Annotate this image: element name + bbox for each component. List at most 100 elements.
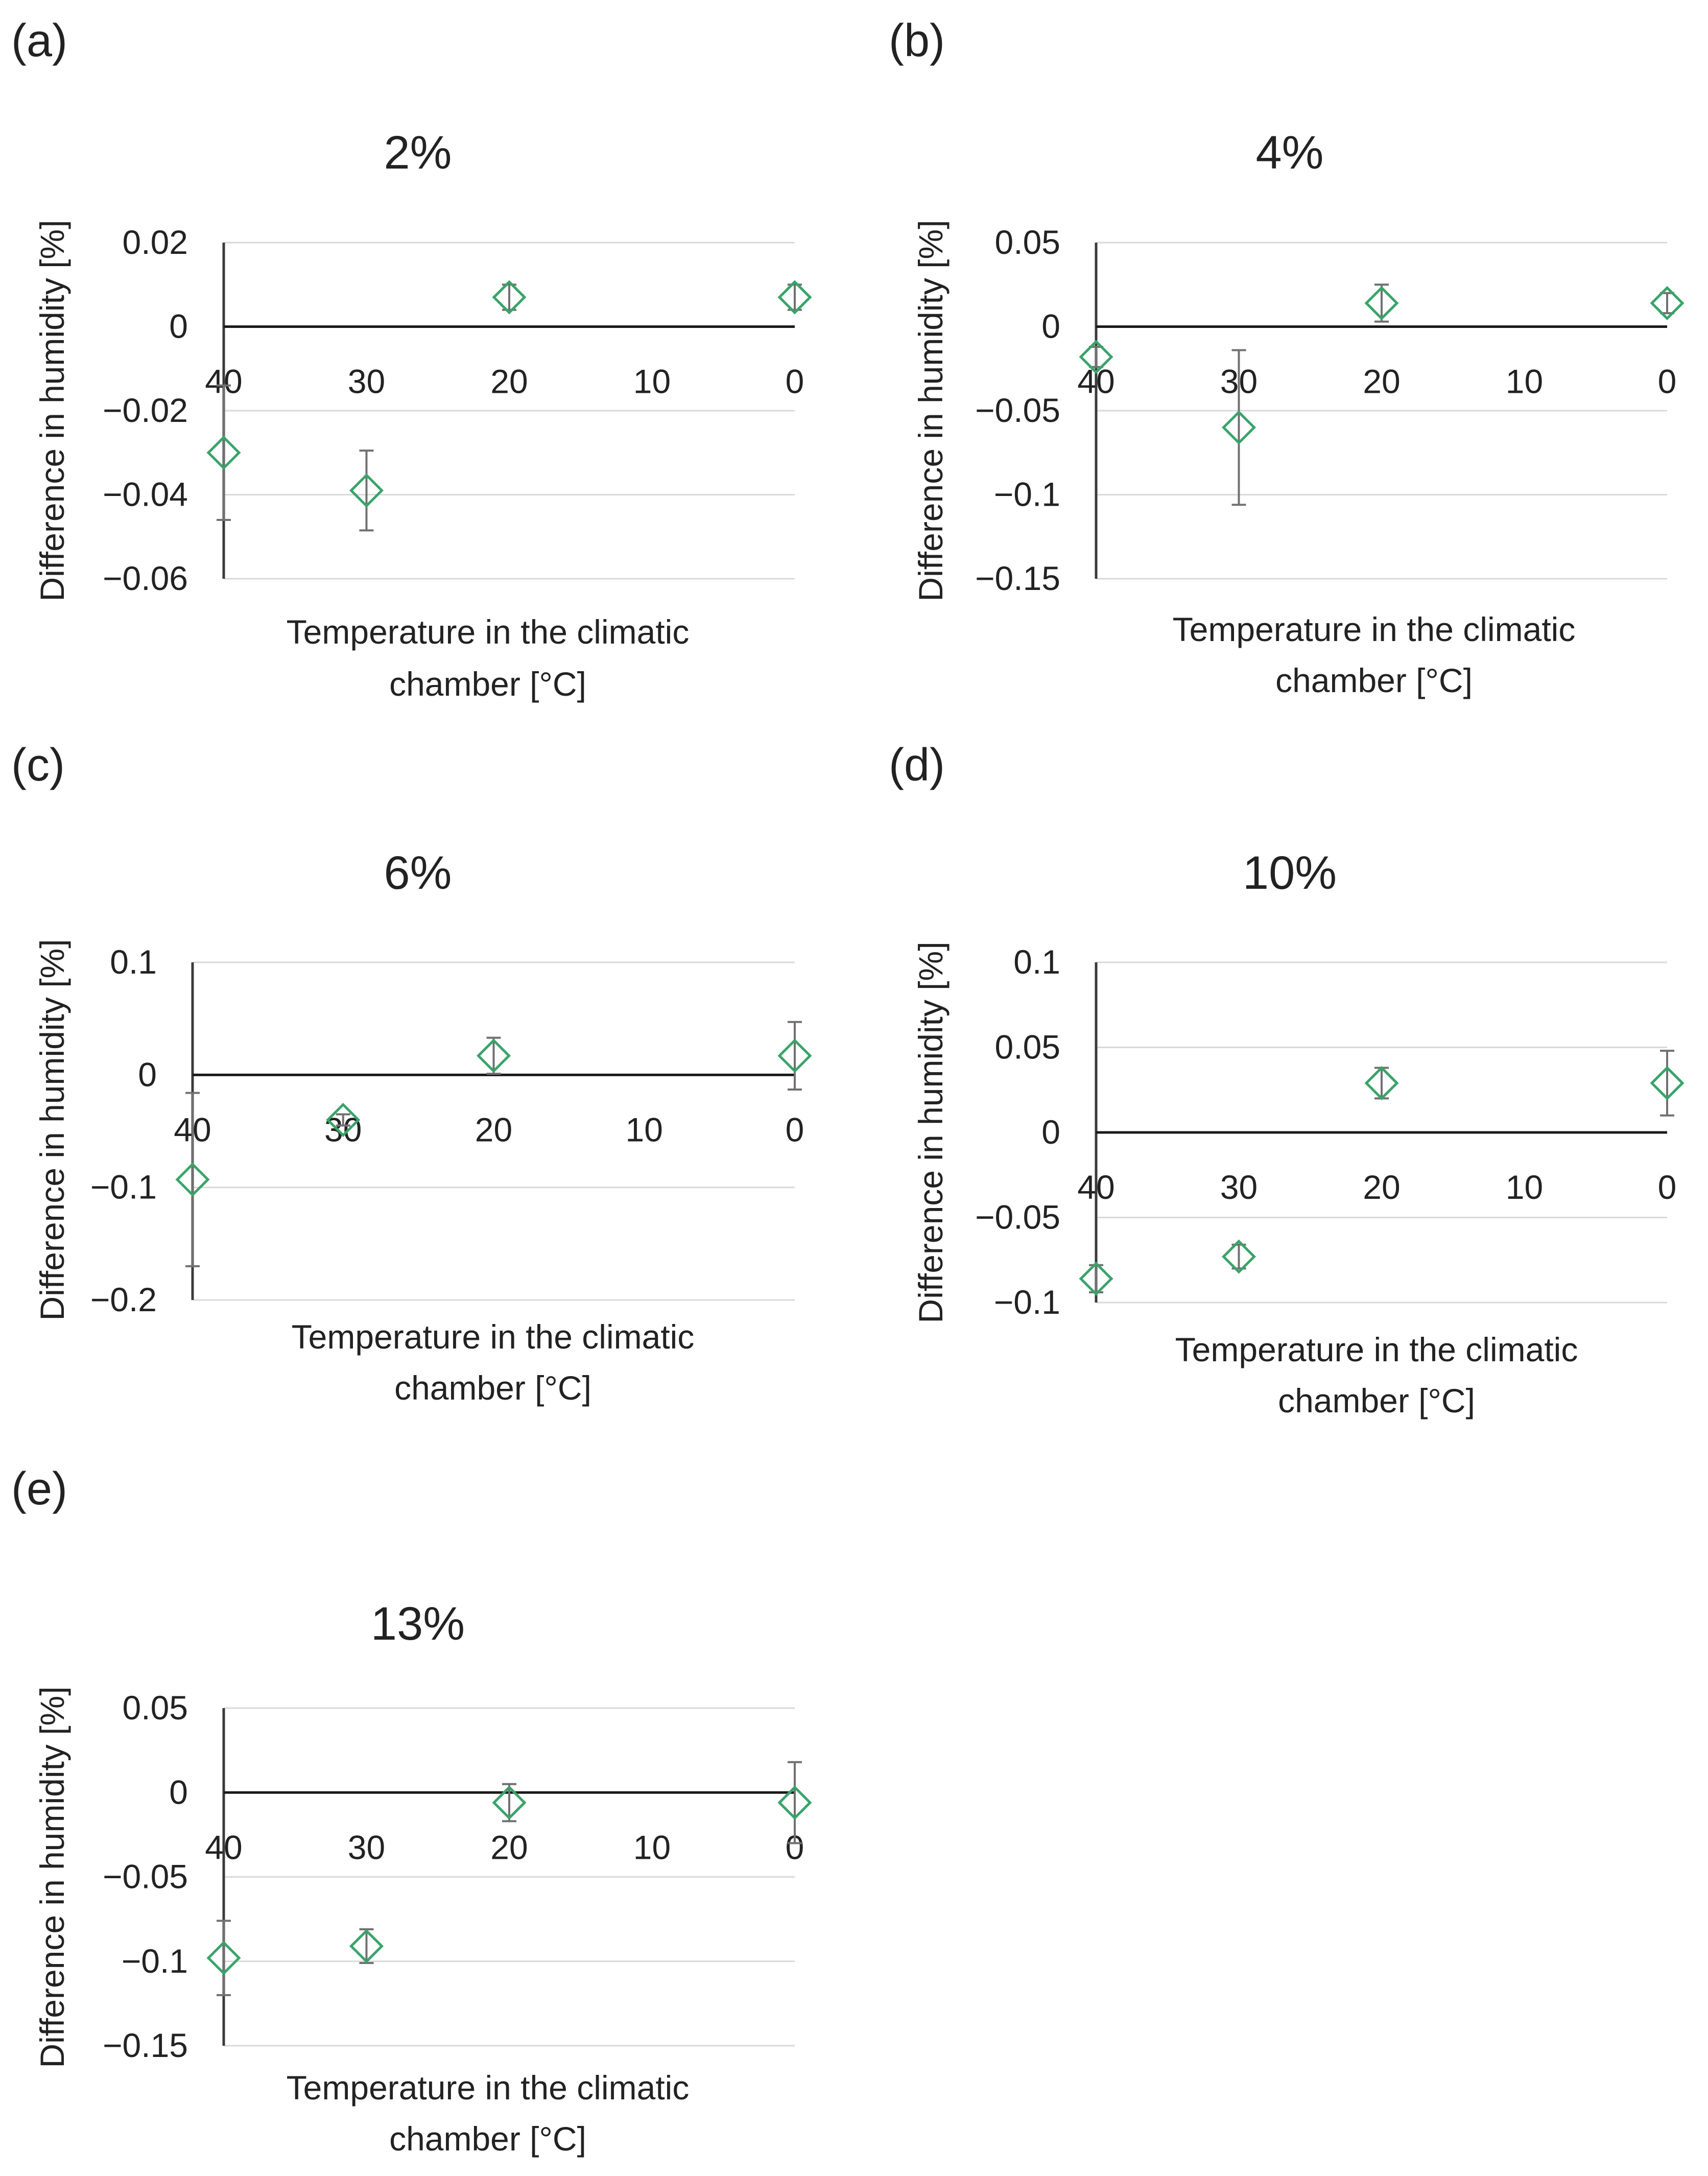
error-bar — [185, 1092, 200, 1267]
x-axis-title-line: chamber [°C] — [394, 1369, 591, 1407]
panel-label: (b) — [889, 15, 945, 66]
y-tick-label: −0.15 — [975, 559, 1060, 597]
y-axis-title: Difference in humidity [%] — [33, 1686, 71, 2068]
y-tick-label: −0.1 — [122, 1942, 188, 1980]
x-axis-title-line: Temperature in the climatic — [292, 1318, 695, 1356]
chart-title: 4% — [1256, 127, 1324, 179]
chart-panel-4: (d) 10% 0.1 0.05 0 −0.05 −0.1 40 30 20 10 0 Temperat… — [889, 740, 1685, 1420]
error-bar — [486, 1036, 501, 1075]
error-bar — [217, 1920, 231, 1996]
x-tick-label: 40 — [1077, 363, 1114, 400]
x-tick-label: 10 — [633, 363, 671, 400]
panel-label: (d) — [889, 740, 945, 791]
error-bar — [1374, 283, 1389, 323]
data-point — [777, 1038, 812, 1073]
y-tick-label: −0.1 — [994, 476, 1060, 513]
y-tick-label: 0.1 — [1013, 943, 1060, 981]
x-tick-label: 30 — [348, 1828, 385, 1866]
y-tick-label: 0.02 — [123, 223, 188, 261]
panel-label: (e) — [11, 1463, 67, 1515]
y-tick-label: 0.1 — [110, 943, 157, 981]
data-point — [206, 435, 241, 470]
error-bar — [502, 283, 516, 311]
panel-label: (a) — [11, 15, 67, 66]
y-tick-label: 0 — [169, 308, 188, 345]
error-bar — [1660, 292, 1674, 315]
y-tick-label: −0.02 — [103, 391, 188, 429]
y-tick-label: −0.1 — [90, 1168, 157, 1206]
x-tick-label: 0 — [1658, 1168, 1677, 1206]
y-tick-label: 0 — [138, 1055, 157, 1093]
x-axis-title-line: chamber [°C] — [389, 665, 586, 703]
y-tick-label: 0.05 — [123, 1689, 188, 1726]
y-tick-label: −0.05 — [103, 1858, 188, 1896]
data-point — [326, 1102, 361, 1138]
data-point — [1650, 286, 1685, 320]
x-tick-label: 0 — [1658, 363, 1677, 400]
data-point — [1364, 1066, 1399, 1100]
x-axis-title: Temperature in the climatic chamber [°C] — [292, 1318, 695, 1407]
data-point — [1221, 1239, 1256, 1274]
x-axis-title-line: Temperature in the climatic — [287, 2069, 690, 2107]
error-bar — [336, 1113, 350, 1127]
data-point — [206, 1941, 241, 1975]
x-axis-title-line: chamber [°C] — [389, 2120, 586, 2158]
x-axis-title: Temperature in the climatic chamber [°C] — [287, 613, 690, 703]
data-point — [1079, 1261, 1113, 1296]
chart-title: 6% — [384, 847, 452, 899]
y-tick-label: 0 — [1041, 308, 1060, 345]
x-tick-label: 10 — [1506, 363, 1543, 400]
data-point — [476, 1038, 511, 1073]
y-tick-label: −0.1 — [994, 1283, 1060, 1321]
panel-label: (c) — [11, 740, 65, 791]
error-bar — [788, 1021, 802, 1091]
x-tick-label: 20 — [490, 1828, 528, 1866]
x-tick-label: 30 — [1220, 1168, 1258, 1206]
error-bar — [1231, 1243, 1246, 1270]
data-point — [349, 473, 384, 508]
x-tick-label: 10 — [626, 1110, 663, 1148]
x-tick-label: 20 — [1363, 363, 1400, 400]
x-axis-title-line: Temperature in the climatic — [1173, 610, 1576, 648]
x-axis-title: Temperature in the climatic chamber [°C] — [1173, 610, 1576, 699]
data-point — [1364, 286, 1399, 320]
y-tick-label: 0.05 — [995, 223, 1060, 261]
x-tick-label: 20 — [490, 363, 528, 400]
x-axis-title-line: chamber [°C] — [1275, 661, 1473, 699]
x-axis-title: Temperature in the climatic chamber [°C] — [1175, 1331, 1578, 1420]
error-bar — [788, 1761, 802, 1844]
x-axis-title: Temperature in the climatic chamber [°C] — [287, 2069, 690, 2158]
x-tick-label: 20 — [1363, 1168, 1400, 1206]
error-bar — [1660, 1050, 1674, 1117]
chart-title: 2% — [384, 127, 452, 179]
data-point — [492, 280, 527, 315]
x-tick-label: 0 — [786, 363, 804, 400]
x-axis-title-line: chamber [°C] — [1278, 1382, 1475, 1420]
y-tick-label: 0 — [1041, 1113, 1060, 1151]
data-point — [349, 1929, 384, 1964]
y-axis-title: Difference in humidity [%] — [912, 941, 950, 1323]
x-tick-label: 40 — [205, 1828, 242, 1866]
x-tick-label: 10 — [633, 1828, 671, 1866]
data-point — [1650, 1066, 1685, 1100]
y-tick-label: 0.05 — [995, 1028, 1060, 1066]
y-tick-label: −0.15 — [103, 2026, 188, 2064]
data-point — [777, 1785, 812, 1820]
y-axis-title: Difference in humidity [%] — [33, 939, 71, 1320]
chart-title: 10% — [1243, 847, 1337, 899]
error-bar — [217, 384, 231, 521]
x-axis-title-line: Temperature in the climatic — [1175, 1331, 1578, 1368]
y-tick-label: −0.05 — [975, 391, 1060, 429]
x-tick-label: 10 — [1506, 1168, 1543, 1206]
x-tick-label: 40 — [1077, 1168, 1114, 1206]
x-tick-label: 20 — [475, 1110, 512, 1148]
y-tick-label: −0.05 — [975, 1198, 1060, 1236]
chart-title: 13% — [371, 1598, 465, 1650]
error-bar — [502, 1783, 516, 1823]
y-tick-label: 0 — [169, 1773, 188, 1811]
